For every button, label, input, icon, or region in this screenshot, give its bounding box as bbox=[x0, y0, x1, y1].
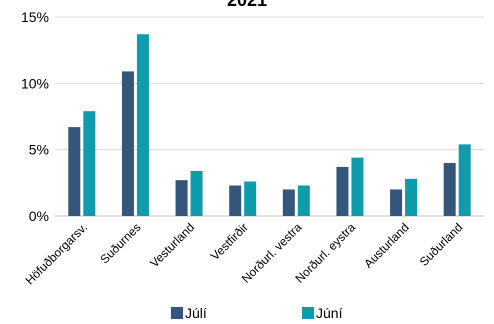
chart-title: 2021 bbox=[227, 0, 267, 10]
bar bbox=[175, 180, 188, 216]
bar bbox=[351, 157, 364, 216]
bar bbox=[458, 144, 471, 216]
bar bbox=[136, 34, 149, 216]
bar bbox=[121, 71, 134, 216]
legend-swatch bbox=[171, 307, 183, 319]
bar bbox=[68, 127, 81, 216]
bar bbox=[190, 170, 203, 216]
legend-swatch bbox=[302, 307, 314, 319]
x-tick-label: Austurland bbox=[361, 220, 411, 270]
bar bbox=[244, 181, 257, 216]
bar bbox=[336, 166, 349, 216]
x-tick-label: Vestfirðir bbox=[208, 220, 251, 263]
bar bbox=[390, 189, 403, 216]
bar bbox=[443, 162, 456, 216]
bar bbox=[405, 178, 418, 216]
legend: Júlí Júní bbox=[171, 305, 343, 321]
bar bbox=[282, 189, 295, 216]
bar bbox=[229, 185, 242, 216]
bar bbox=[83, 111, 96, 216]
gridlines bbox=[55, 16, 484, 217]
y-tick-label: 0% bbox=[29, 208, 49, 224]
x-tick-label: Suðurnes bbox=[97, 220, 143, 266]
x-axis: Höfuðborgarsv. Suðurnes Vesturland Vestfirð… bbox=[23, 220, 466, 288]
x-tick-label: Suðurland bbox=[417, 220, 466, 269]
y-tick-label: 15% bbox=[21, 9, 49, 25]
legend-label: Júlí bbox=[185, 305, 207, 321]
y-axis: 0% 5% 10% 15% bbox=[21, 9, 49, 224]
legend-label: Júní bbox=[316, 305, 343, 321]
x-tick-label: Vesturland bbox=[147, 220, 197, 270]
bar bbox=[297, 185, 310, 216]
y-tick-label: 5% bbox=[29, 142, 49, 158]
x-tick-label: Höfuðborgarsv. bbox=[23, 220, 90, 287]
y-tick-label: 10% bbox=[21, 75, 49, 91]
bars bbox=[68, 34, 471, 216]
